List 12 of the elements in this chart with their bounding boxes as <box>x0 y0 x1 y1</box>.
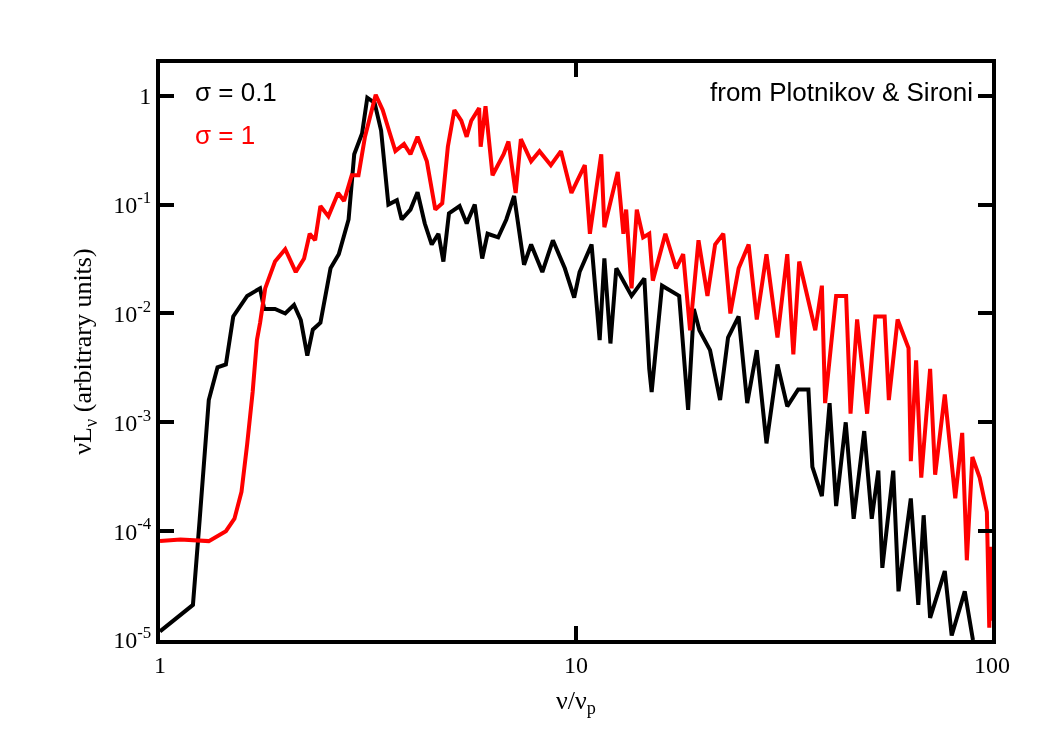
x-axis-title: ν/ν$_{p}$ <box>556 686 596 719</box>
y-tick-label: 10$^{-2}$ <box>113 296 152 327</box>
y-tick-label: 10$^{-1}$ <box>113 187 152 219</box>
y-tick-label: 10$^{-3}$ <box>113 405 152 436</box>
x-tick-label: 10 <box>564 651 588 678</box>
x-tick-label: 100 <box>974 651 1010 678</box>
y-tick-label: 10$^{-5}$ <box>113 623 152 654</box>
text: σ = 0.1 <box>195 77 277 107</box>
annotation: from Plotnikov & Sironi <box>710 77 973 107</box>
text: σ = 1 <box>195 120 256 150</box>
y-tick-label: 1 <box>139 83 152 110</box>
y-tick-label: 10$^{-4}$ <box>113 514 152 545</box>
